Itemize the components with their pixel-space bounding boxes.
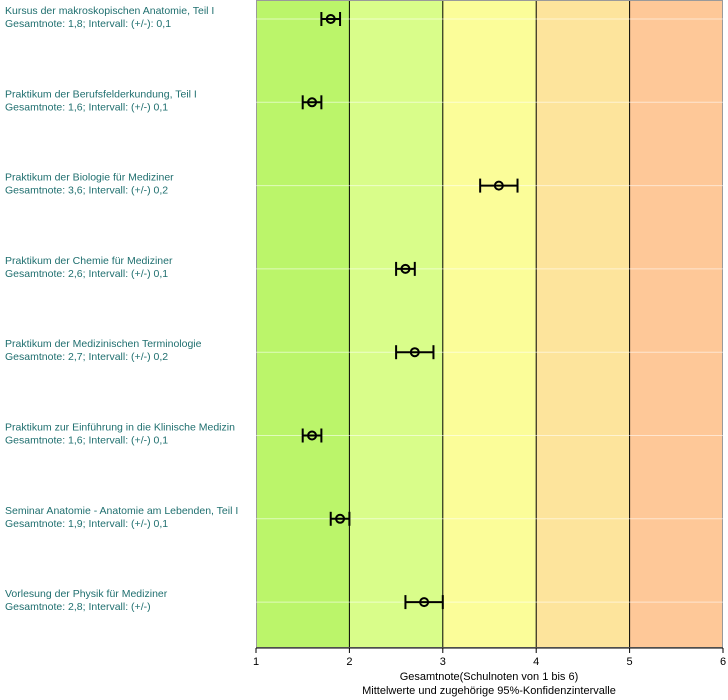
marker-group-6: [301, 428, 323, 443]
mean-point-4: [400, 263, 411, 274]
x-tick-label-6: 6: [720, 656, 726, 668]
mean-point-2: [307, 97, 318, 108]
course-grade-8: Gesamtnote: 2,8; Intervall: (+/-): [5, 601, 151, 613]
marker-group-2: [301, 95, 323, 110]
x-tick-label-5: 5: [627, 656, 633, 668]
data-markers: [301, 12, 519, 610]
x-tick-label-1: 1: [253, 656, 259, 668]
course-grade-3: Gesamtnote: 3,6; Intervall: (+/-) 0,2: [5, 185, 168, 197]
course-title-5: Praktikum der Medizinischen Terminologie: [5, 338, 202, 350]
mean-point-1: [325, 14, 336, 24]
band-5: [629, 0, 723, 648]
course-title-8: Vorlesung der Physik für Mediziner: [5, 588, 168, 600]
x-axis-subtitle: Mittelwerte und zugehörige 95%-Konfidenz…: [362, 685, 616, 697]
row-labels: Kursus der makroskopischen Anatomie, Tei…: [5, 5, 238, 613]
x-tick-label-2: 2: [346, 656, 352, 668]
marker-group-1: [320, 12, 342, 26]
mean-point-8: [419, 597, 430, 608]
grid-lines: [256, 0, 723, 648]
band-4: [536, 0, 630, 648]
x-axis: 1 2 3 4 5 6: [253, 647, 726, 668]
marker-group-5: [395, 345, 435, 360]
x-axis-title: Gesamtnote(Schulnoten von 1 bis 6): [400, 671, 579, 683]
course-title-3: Praktikum der Biologie für Mediziner: [5, 172, 174, 184]
course-grade-2: Gesamtnote: 1,6; Intervall: (+/-) 0,1: [5, 101, 168, 113]
course-grade-1: Gesamtnote: 1,8; Intervall: (+/-): 0,1: [5, 18, 171, 30]
mean-point-7: [335, 513, 346, 524]
mean-point-5: [409, 347, 420, 358]
course-grade-7: Gesamtnote: 1,9; Intervall: (+/-) 0,1: [5, 518, 168, 530]
grade-bands: [256, 0, 723, 648]
marker-group-3: [479, 178, 519, 193]
band-3: [442, 0, 537, 648]
marker-group-4: [395, 261, 416, 276]
course-title-1: Kursus der makroskopischen Anatomie, Tei…: [5, 5, 214, 17]
course-title-6: Praktikum zur Einführung in die Klinisch…: [5, 422, 235, 434]
x-tick-label-3: 3: [440, 656, 446, 668]
course-title-4: Praktikum der Chemie für Mediziner: [5, 255, 173, 267]
band-2: [349, 0, 443, 648]
course-title-7: Seminar Anatomie - Anatomie am Lebenden,…: [5, 505, 238, 517]
course-grade-4: Gesamtnote: 2,6; Intervall: (+/-) 0,1: [5, 268, 168, 280]
mean-point-3: [493, 180, 504, 191]
mean-point-6: [307, 430, 318, 441]
course-title-2: Praktikum der Berufsfelderkundung, Teil …: [5, 88, 197, 100]
x-tick-label-4: 4: [533, 656, 539, 668]
marker-group-8: [404, 595, 444, 610]
course-grade-6: Gesamtnote: 1,6; Intervall: (+/-) 0,1: [5, 435, 168, 447]
marker-group-7: [329, 511, 351, 526]
course-grade-5: Gesamtnote: 2,7; Intervall: (+/-) 0,2: [5, 351, 168, 363]
